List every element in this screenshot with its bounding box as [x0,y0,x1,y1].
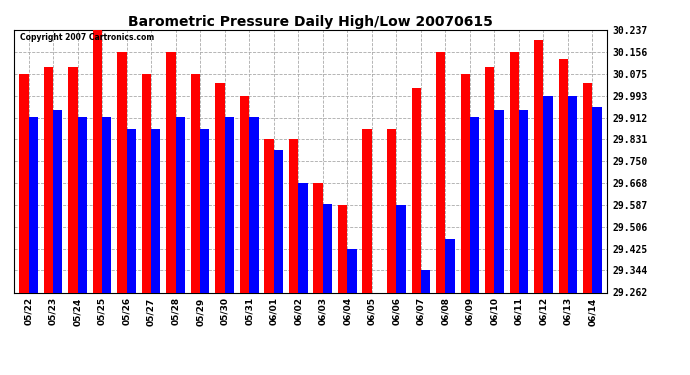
Bar [289,139,298,292]
Bar [19,74,28,292]
Bar [166,52,176,292]
Bar [68,67,77,292]
Bar [298,183,308,292]
Bar [495,110,504,292]
Bar [117,52,126,292]
Bar [151,129,161,292]
Bar [191,74,200,292]
Bar [519,110,529,292]
Bar [274,150,283,292]
Bar [102,117,111,292]
Bar [126,129,136,292]
Bar [77,117,87,292]
Bar [264,139,274,292]
Bar [362,129,372,292]
Bar [485,67,495,292]
Bar [559,59,568,292]
Bar [53,110,62,292]
Bar [240,96,249,292]
Bar [460,74,470,292]
Bar [593,107,602,292]
Bar [445,238,455,292]
Bar [313,183,323,292]
Bar [92,30,102,292]
Bar [387,129,396,292]
Bar [347,249,357,292]
Bar [338,205,347,292]
Bar [534,40,544,292]
Bar [421,270,430,292]
Bar [396,205,406,292]
Bar [583,83,593,292]
Bar [436,52,445,292]
Bar [142,74,151,292]
Bar [176,117,185,292]
Bar [510,52,519,292]
Bar [411,88,421,292]
Bar [470,117,479,292]
Text: Copyright 2007 Cartronics.com: Copyright 2007 Cartronics.com [20,33,154,42]
Bar [323,204,332,292]
Title: Barometric Pressure Daily High/Low 20070615: Barometric Pressure Daily High/Low 20070… [128,15,493,29]
Bar [28,117,38,292]
Bar [249,117,259,292]
Bar [568,96,578,292]
Bar [43,67,53,292]
Bar [544,96,553,292]
Bar [225,117,234,292]
Bar [215,83,225,292]
Bar [200,129,210,292]
